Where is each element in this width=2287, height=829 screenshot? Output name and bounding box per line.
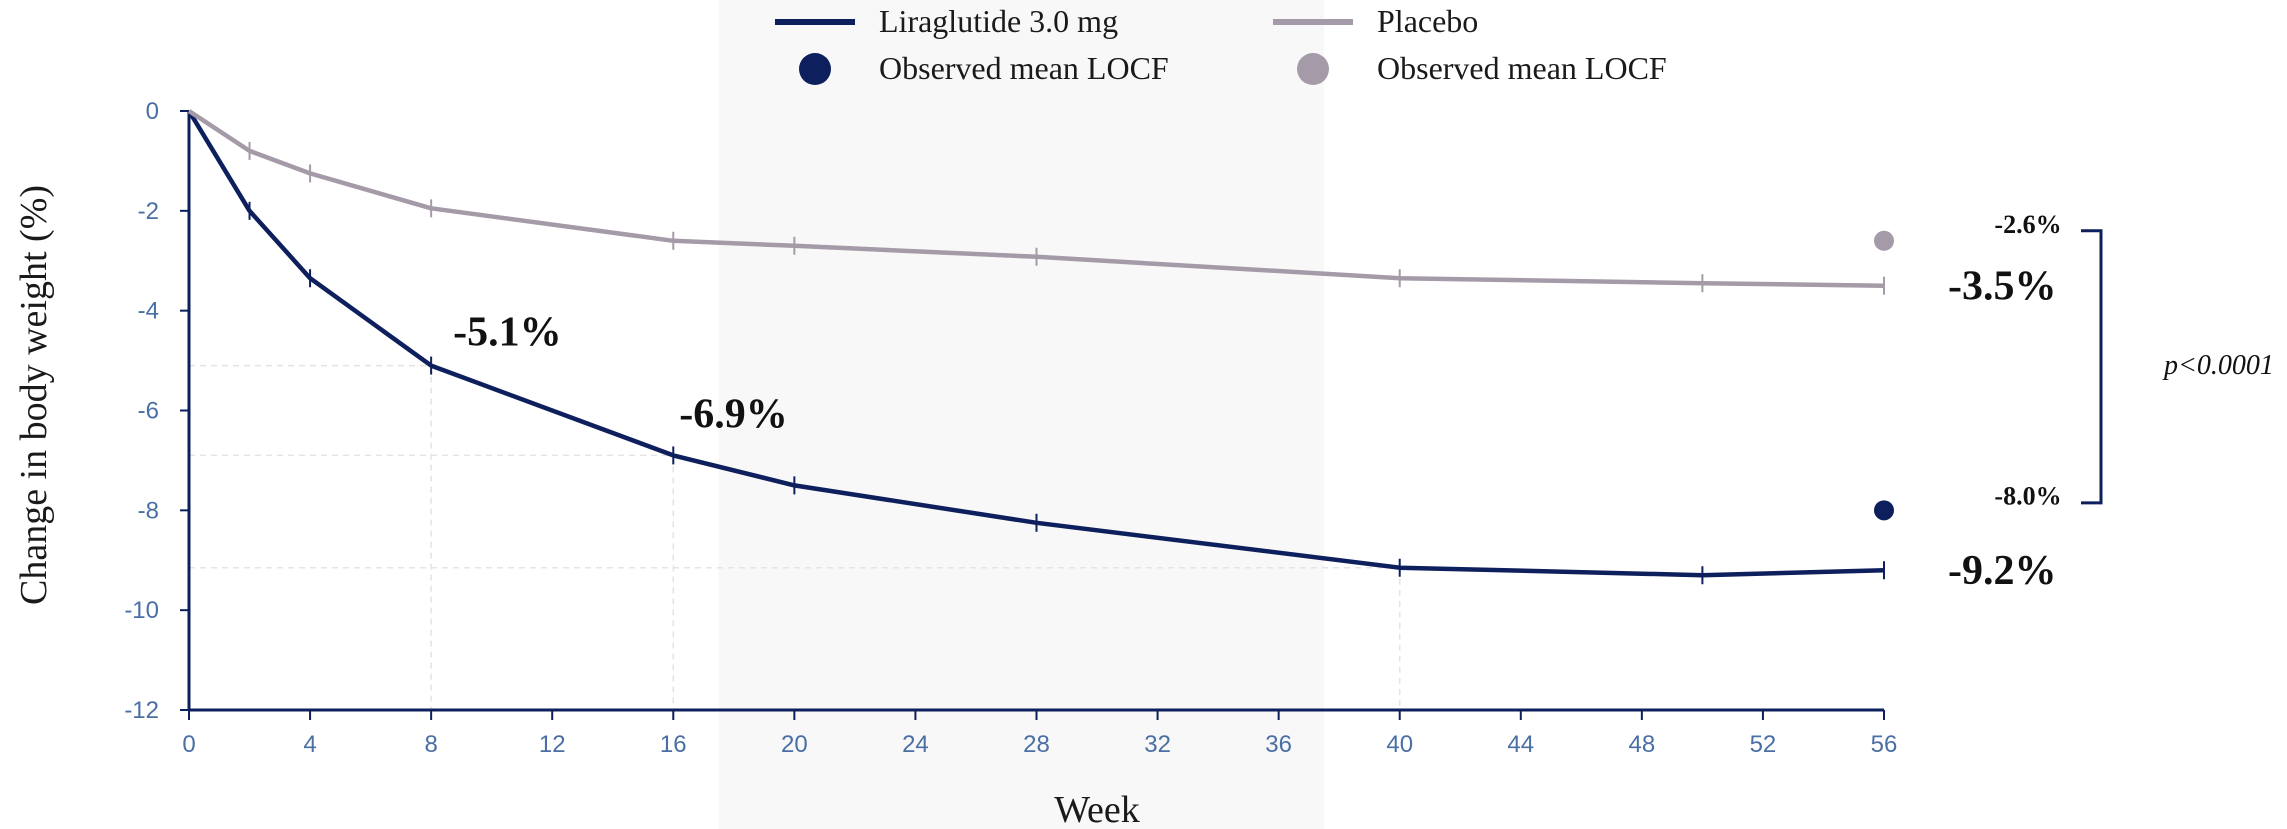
y-tick-label: -10	[124, 597, 159, 624]
y-tick-label: 0	[146, 98, 159, 125]
shaded-band	[718, 0, 1325, 829]
legend-label: Observed mean LOCF	[879, 50, 1169, 86]
x-tick-label: 52	[1750, 731, 1777, 758]
observed-value-label: -2.6%	[1994, 210, 2061, 239]
annotation-label: -5.1%	[453, 310, 561, 356]
x-tick-label: 12	[539, 731, 566, 758]
y-tick-label: -6	[138, 398, 159, 425]
annotation-label: -9.2%	[1948, 548, 2057, 594]
legend-label: Observed mean LOCF	[1377, 50, 1667, 86]
x-tick-label: 44	[1507, 731, 1534, 758]
x-tick-label: 36	[1265, 731, 1292, 758]
x-tick-label: 32	[1144, 731, 1171, 758]
p-value-label: p<0.0001	[2162, 350, 2274, 381]
x-tick-label: 4	[303, 731, 316, 758]
x-tick-label: 40	[1386, 731, 1413, 758]
observed-locf-dot	[1874, 230, 1894, 251]
y-tick-label: -12	[124, 697, 159, 724]
x-tick-label: 20	[781, 731, 808, 758]
x-tick-label: 24	[902, 731, 929, 758]
annotation-label: -6.9%	[679, 391, 788, 437]
series-line-liraglutide	[187, 109, 1885, 578]
y-tick-label: -4	[138, 298, 159, 325]
x-tick-label: 16	[660, 731, 687, 758]
legend-label: Placebo	[1377, 3, 1478, 39]
y-tick-label: -8	[138, 497, 159, 524]
y-tick-label: -2	[138, 198, 159, 225]
x-tick-label: 0	[182, 731, 195, 758]
y-axis-title: Change in body weight (%)	[13, 185, 55, 605]
x-tick-label: 56	[1871, 731, 1898, 758]
legend-dot-swatch	[1297, 53, 1329, 85]
x-tick-label: 8	[424, 731, 437, 758]
observed-locf-dot	[1874, 500, 1894, 521]
x-tick-label: 48	[1629, 731, 1656, 758]
observed-value-label: -8.0%	[1994, 481, 2061, 510]
x-axis-title: Week	[1054, 789, 1140, 829]
series-line-placebo	[187, 109, 1885, 288]
significance-bracket	[2081, 229, 2103, 505]
legend-dot-swatch	[799, 53, 831, 85]
annotation-label: -3.5%	[1948, 264, 2057, 310]
x-tick-label: 28	[1023, 731, 1050, 758]
legend-label: Liraglutide 3.0 mg	[879, 3, 1118, 39]
